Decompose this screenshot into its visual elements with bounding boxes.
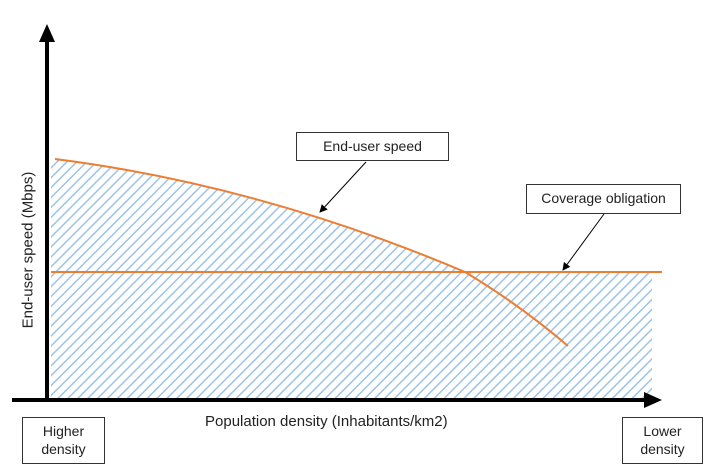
- x-axis-label: Population density (Inhabitants/km2): [205, 413, 448, 430]
- lower-density-label: Lower density: [622, 417, 703, 464]
- coverage-obligation-callout: Coverage obligation: [526, 184, 681, 214]
- end-user-speed-curve: [54, 158, 569, 347]
- x-axis-arrowhead: [644, 392, 662, 408]
- speed-callout-pointer: [319, 161, 367, 213]
- y-axis-arrowhead: [39, 24, 55, 42]
- coverage-callout-pointer: [562, 213, 605, 271]
- end-user-speed-callout: End-user speed: [296, 132, 449, 161]
- y-axis-label: End-user speed (Mbps): [19, 171, 37, 329]
- higher-density-label: Higher density: [22, 417, 105, 464]
- hatched-area: [51, 159, 652, 400]
